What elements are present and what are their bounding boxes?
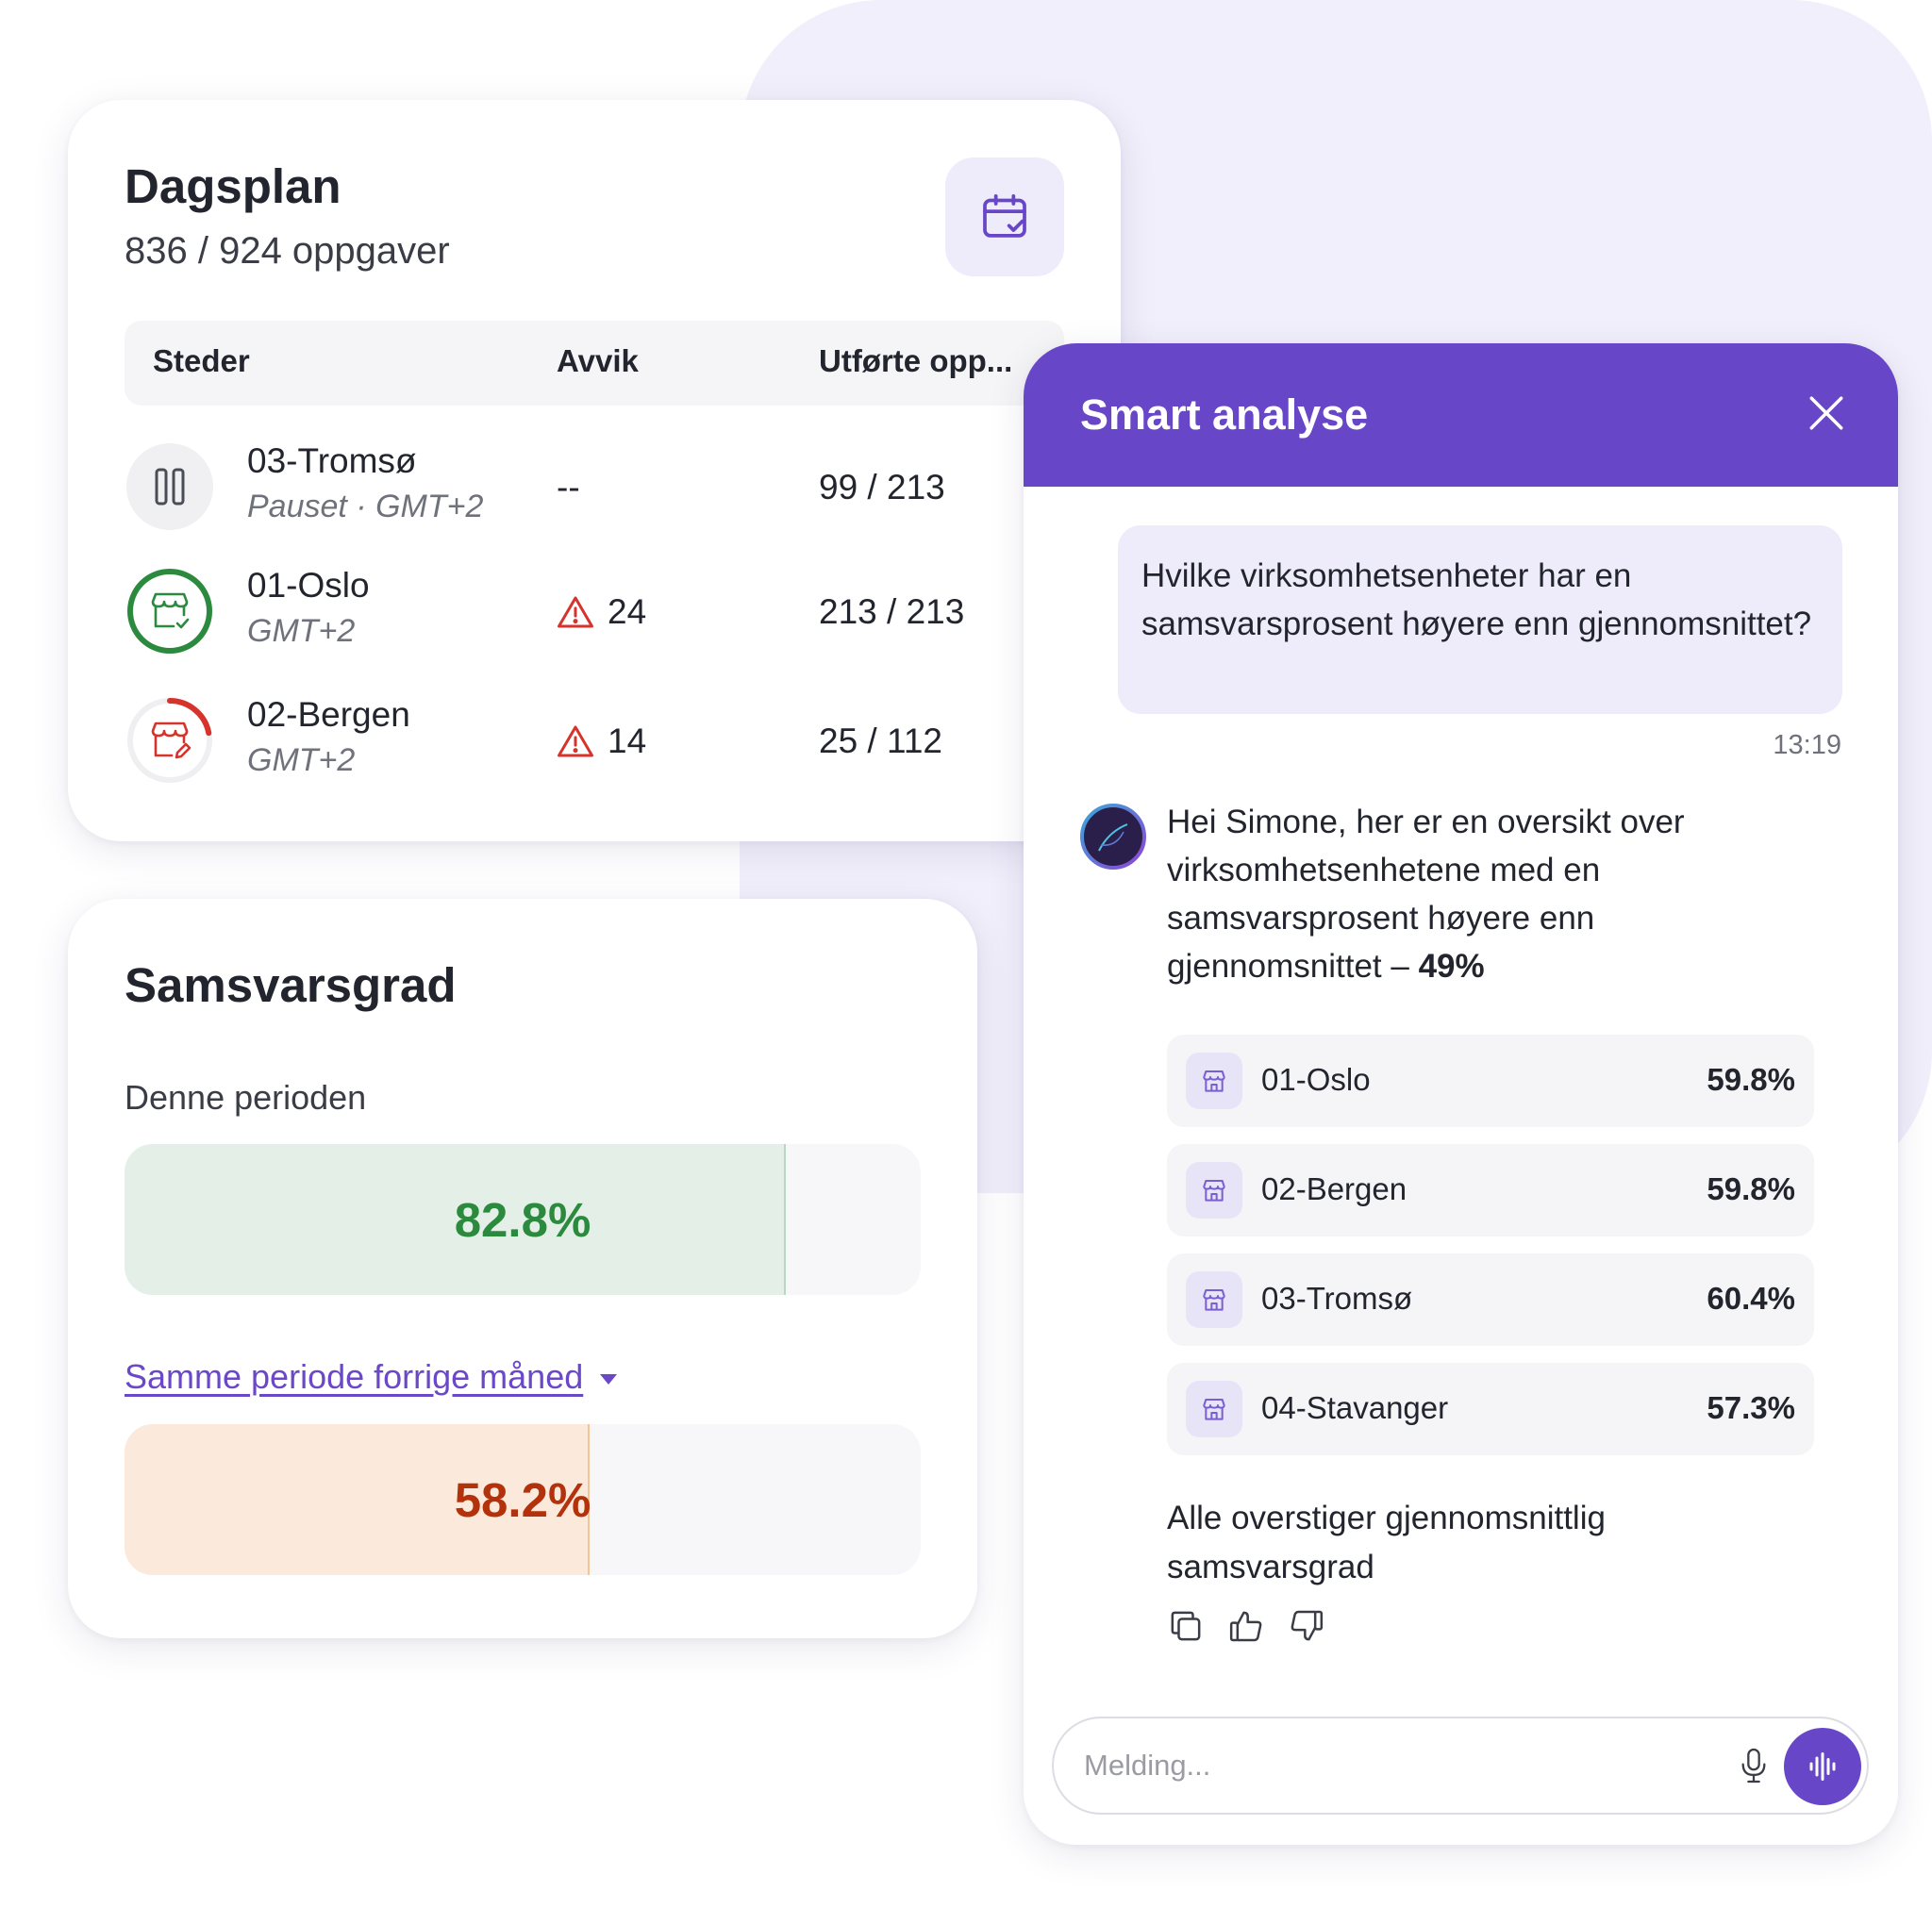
result-row-bergen[interactable]: 02-Bergen 59.8% [1167,1144,1814,1236]
completed-tasks: 213 / 213 [819,592,965,631]
progress-arc [167,698,212,737]
result-value: 59.8% [1707,1062,1795,1097]
store-icon [1186,1271,1242,1328]
dagsplan-title: Dagsplan [125,159,341,213]
location-name: 03-Tromsø [247,441,417,480]
assistant-summary: Alle overstiger gjennomsnittlig samsvars… [1167,1500,1606,1585]
status-paused [125,441,215,532]
user-message: Hvilke virksomhetsenheter har en samsvar… [1141,557,1812,642]
current-period-value: 82.8% [454,1192,591,1247]
result-row-tromso[interactable]: 03-Tromsø 60.4% [1167,1253,1814,1346]
table-row[interactable]: 01-Oslo GMT+2 24 213 / 213 [125,556,1068,670]
smart-analyse-panel: Smart analyse Hvilke virksomhetsenheter … [1024,343,1898,1845]
current-period-bar: 82.8% [125,1144,921,1295]
caret-down-icon [600,1373,618,1385]
assistant-avatar [1080,804,1146,870]
calendar-button[interactable] [945,158,1064,276]
assistant-message: Hei Simone, her er en oversikt over virk… [1167,804,1685,985]
warning-icon [558,725,593,757]
store-check-icon [151,592,190,629]
result-name: 01-Oslo [1261,1062,1371,1097]
chat-title: Smart analyse [1080,390,1369,439]
column-header-avvik[interactable]: Avvik [557,343,639,378]
message-actions [1167,1607,1325,1645]
table-row[interactable]: 03-Tromsø Pauset · GMT+2 -- 99 / 213 [125,432,1068,545]
result-value: 57.3% [1707,1390,1795,1425]
store-icon [1186,1381,1242,1437]
calendar-check-icon [983,193,1026,238]
result-value: 59.8% [1707,1171,1795,1206]
table-row[interactable]: 02-Bergen GMT+2 14 25 / 112 [125,686,1068,799]
current-period-fill [125,1144,786,1295]
current-period-label: Denne perioden [125,1078,367,1117]
deviation-count: 14 [557,722,646,761]
compare-period-label: Samme periode forrige måned [125,1357,584,1396]
warning-icon [558,596,593,628]
deviation-count: 24 [557,592,646,632]
samsvarsgrad-card: Samsvarsgrad Denne perioden 82.8% Samme … [68,899,977,1638]
message-timestamp: 13:19 [1773,730,1841,760]
result-value: 60.4% [1707,1281,1795,1316]
location-timezone: GMT+2 [247,742,356,778]
dagsplan-card: Dagsplan 836 / 924 oppgaver Steder Avvik… [68,100,1121,841]
location-name: 02-Bergen [247,695,410,734]
result-name: 04-Stavanger [1261,1390,1449,1425]
close-button[interactable] [1798,385,1855,441]
samsvarsgrad-title: Samsvarsgrad [125,958,457,1012]
store-icon [1186,1053,1242,1109]
compare-period-dropdown[interactable]: Samme periode forrige måned [125,1357,618,1397]
audio-waveform-icon [1809,1752,1836,1781]
voice-mode-button[interactable] [1784,1728,1861,1805]
status-in-progress [125,695,215,786]
pause-icon [155,468,185,506]
column-header-utforte[interactable]: Utførte opp... [819,343,1013,378]
deviation-count: -- [557,468,580,506]
completed-tasks: 99 / 213 [819,468,945,506]
completed-tasks: 25 / 112 [819,722,942,760]
location-timezone: GMT+2 [247,613,356,649]
dagsplan-task-count: 836 / 924 oppgaver [125,230,450,272]
previous-period-fill [125,1424,591,1575]
column-header-steder[interactable]: Steder [153,343,250,378]
message-input[interactable] [1082,1741,1690,1790]
message-input-bar [1052,1717,1869,1815]
store-edit-icon [151,722,192,759]
location-name: 01-Oslo [247,566,370,605]
result-row-stavanger[interactable]: 04-Stavanger 57.3% [1167,1363,1814,1455]
chat-header: Smart analyse [1024,343,1898,487]
user-message-bubble: Hvilke virksomhetsenheter har en samsvar… [1118,525,1842,714]
previous-period-bar: 58.2% [125,1424,921,1575]
table-header: Steder Avvik Utførte opp... [125,321,1064,406]
previous-period-value: 58.2% [454,1472,591,1527]
close-icon [1809,396,1843,430]
copy-icon[interactable] [1167,1607,1205,1645]
status-complete [125,566,215,656]
thumbs-down-icon[interactable] [1288,1607,1325,1645]
result-name: 03-Tromsø [1261,1281,1413,1316]
average-highlight: 49% [1418,948,1485,985]
store-icon [1186,1162,1242,1219]
microphone-icon [1741,1748,1766,1784]
microphone-button[interactable] [1729,1741,1778,1790]
result-row-oslo[interactable]: 01-Oslo 59.8% [1167,1035,1814,1127]
location-status: Pauset · GMT+2 [247,489,484,524]
thumbs-up-icon[interactable] [1227,1607,1265,1645]
result-name: 02-Bergen [1261,1171,1407,1206]
